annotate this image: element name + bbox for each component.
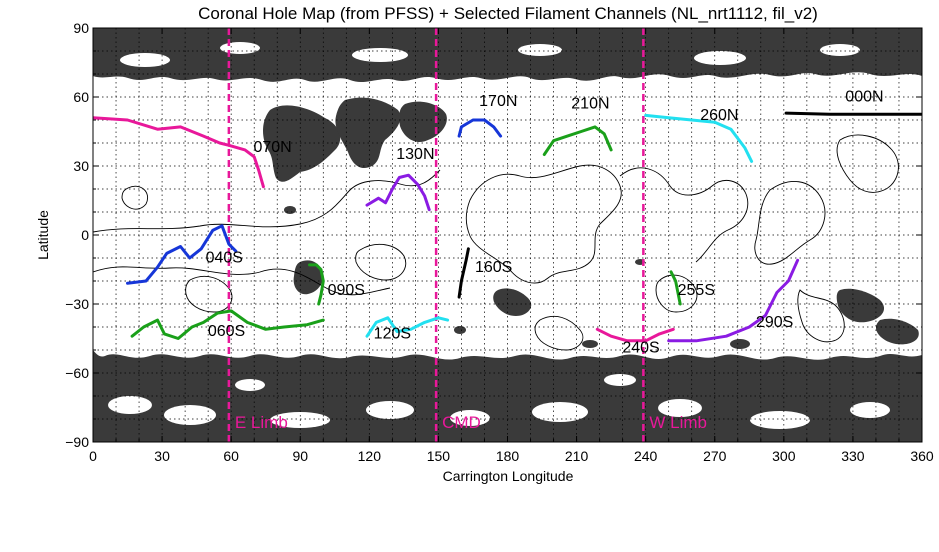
y-tick-label: 90	[73, 20, 89, 36]
channel-label: 260N	[700, 107, 738, 124]
x-tick-label: 120	[358, 448, 382, 464]
x-tick-label: 90	[292, 448, 308, 464]
channel-label: 040S	[206, 250, 243, 267]
channel-label: 070N	[253, 139, 291, 156]
x-tick-label: 0	[89, 448, 97, 464]
filament-channel-line	[542, 125, 613, 156]
channel-label: 160S	[475, 259, 512, 276]
y-tick-label: 0	[81, 227, 89, 243]
filament-channel-line	[126, 224, 238, 285]
limb-lines: E Limb CMD W Limb	[227, 28, 707, 442]
filament-channel-line	[644, 113, 754, 163]
y-tick-label: −60	[65, 365, 89, 381]
polarity-inversion-lines	[93, 134, 899, 351]
x-tick-label: 150	[427, 448, 451, 464]
hole-north-70	[263, 105, 341, 182]
channel-label: 060S	[208, 323, 245, 340]
x-tick-label: 270	[703, 448, 727, 464]
channel-label: 000N	[845, 89, 883, 106]
x-tick-label: 300	[772, 448, 796, 464]
channel-label: 130N	[396, 146, 434, 163]
channel-label: 255S	[678, 282, 715, 299]
channel-label: 290S	[756, 314, 793, 331]
x-tick-label: 180	[496, 448, 520, 464]
filament-channel-line	[365, 316, 450, 338]
channel-label: 120S	[374, 326, 411, 343]
limb-label: W Limb	[649, 413, 707, 432]
filament-channel-line	[130, 309, 325, 340]
limb-label: CMD	[442, 413, 481, 432]
y-tick-label: −30	[65, 296, 89, 312]
limb-label: E Limb	[235, 413, 288, 432]
channel-label: 090S	[328, 282, 365, 299]
filament-channel-line	[669, 270, 682, 306]
x-tick-label: 330	[841, 448, 865, 464]
x-tick-label: 210	[565, 448, 589, 464]
x-tick-label: 60	[223, 448, 239, 464]
filament-channel-line	[457, 247, 470, 299]
grid-lines	[93, 28, 922, 442]
x-tick-label: 30	[154, 448, 170, 464]
filament-channel-line	[365, 173, 431, 212]
x-tick-label: 360	[910, 448, 934, 464]
plot-area: E Limb CMD W Limb 000N 070N 130N 170N 210N 260N…	[93, 28, 922, 442]
chart-title: Coronal Hole Map (from PFSS) + Selected …	[198, 4, 818, 23]
filament-channel-line	[308, 263, 325, 306]
axes: 0 30 60 90 120 150 180 210 240 270 300 330 360906030…	[65, 20, 934, 464]
hole-south-75	[293, 260, 324, 295]
filament-channel-line	[667, 258, 800, 343]
filament-channel-line	[784, 111, 922, 116]
filament-channel-line	[93, 116, 231, 147]
north-polar-hole	[93, 28, 922, 82]
filament-channels: 000N 070N 130N 170N 210N 260N 040S 060S 090S 120S…	[93, 89, 922, 356]
hole-south-170	[493, 288, 532, 316]
hole-south-320	[836, 288, 885, 323]
filament-channel-line	[227, 143, 265, 189]
y-tick-label: 30	[73, 158, 89, 174]
channel-label: 170N	[479, 93, 517, 110]
filament-channel-line	[457, 118, 503, 138]
x-tick-label: 240	[634, 448, 658, 464]
filament-channel-line	[595, 327, 675, 343]
hole-north-120	[335, 97, 401, 169]
hole-south-350	[876, 318, 919, 345]
y-tick-label: 60	[73, 89, 89, 105]
x-axis-title: Carrington Longitude	[443, 468, 574, 484]
channel-label: 210N	[571, 96, 609, 113]
channel-label: 240S	[622, 339, 659, 356]
y-axis-title: Latitude	[35, 210, 51, 260]
y-tick-label: −90	[65, 434, 89, 450]
